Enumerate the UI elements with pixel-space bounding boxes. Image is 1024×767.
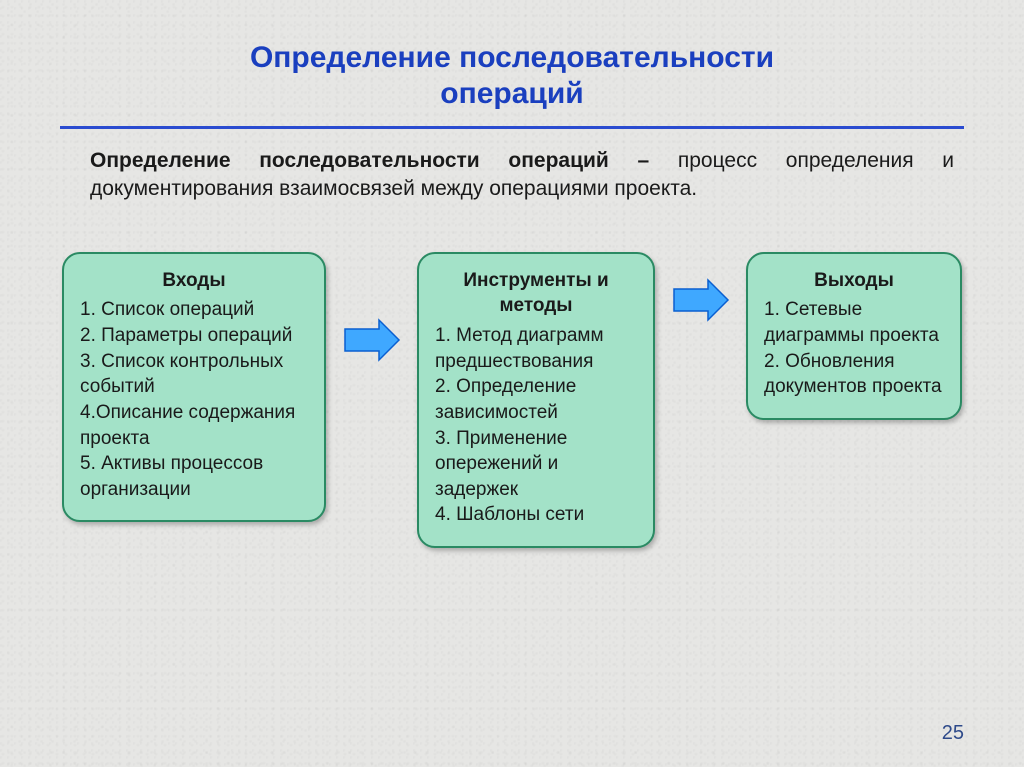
list-item: 3. Применение опережений и задержек — [435, 426, 637, 503]
list-item: 2. Параметры операций — [80, 323, 308, 349]
list-item: 1. Список операций — [80, 297, 308, 323]
arrow-1 — [343, 316, 401, 364]
outputs-box: Выходы 1. Сетевые диаграммы проекта2. Об… — [746, 252, 962, 420]
inputs-box: Входы 1. Список операций2. Параметры опе… — [62, 252, 326, 523]
process-flow: Входы 1. Список операций2. Параметры опе… — [60, 252, 964, 548]
outputs-title: Выходы — [764, 268, 944, 294]
arrow-2 — [672, 276, 730, 324]
list-item: 1. Сетевые диаграммы проекта — [764, 297, 944, 348]
definition-paragraph: Определение последовательности операций … — [60, 147, 964, 204]
list-item: 2. Определение зависимостей — [435, 374, 637, 425]
list-item: 2. Обновления документов проекта — [764, 349, 944, 400]
outputs-list: 1. Сетевые диаграммы проекта2. Обновлени… — [764, 297, 944, 400]
tools-box: Инструменты и методы 1. Метод диаграмм п… — [417, 252, 655, 548]
slide-title: Определение последовательности операций — [60, 40, 964, 112]
tools-list: 1. Метод диаграмм предшествования2. Опре… — [435, 323, 637, 528]
title-underline — [60, 126, 964, 129]
list-item: 4. Шаблоны сети — [435, 502, 637, 528]
page-number: 25 — [942, 722, 964, 745]
tools-title: Инструменты и методы — [435, 268, 637, 319]
list-item: 1. Метод диаграмм предшествования — [435, 323, 637, 374]
list-item: 4.Описание содержания проекта — [80, 400, 308, 451]
inputs-title: Входы — [80, 268, 308, 294]
inputs-list: 1. Список операций2. Параметры операций3… — [80, 297, 308, 502]
list-item: 3. Список контрольных событий — [80, 349, 308, 400]
list-item: 5. Активы процессов организации — [80, 451, 308, 502]
